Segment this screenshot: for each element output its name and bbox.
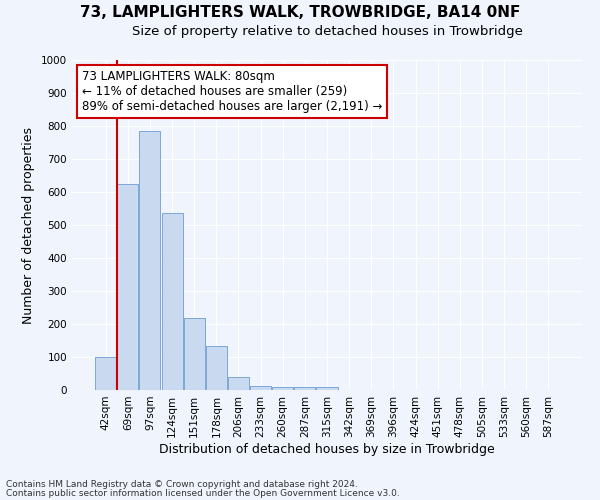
Title: Size of property relative to detached houses in Trowbridge: Size of property relative to detached ho… [131, 25, 523, 38]
Bar [139, 131, 160, 390]
Bar [316, 386, 338, 390]
Bar [206, 346, 227, 390]
Text: Contains public sector information licensed under the Open Government Licence v3: Contains public sector information licen… [6, 489, 400, 498]
Bar [95, 357, 116, 390]
Bar [118, 184, 139, 390]
Text: 73, LAMPLIGHTERS WALK, TROWBRIDGE, BA14 0NF: 73, LAMPLIGHTERS WALK, TROWBRIDGE, BA14 … [80, 5, 520, 20]
Text: 73 LAMPLIGHTERS WALK: 80sqm
← 11% of detached houses are smaller (259)
89% of se: 73 LAMPLIGHTERS WALK: 80sqm ← 11% of det… [82, 70, 383, 113]
Y-axis label: Number of detached properties: Number of detached properties [22, 126, 35, 324]
Text: Contains HM Land Registry data © Crown copyright and database right 2024.: Contains HM Land Registry data © Crown c… [6, 480, 358, 489]
Bar [272, 386, 293, 390]
Bar [228, 377, 249, 390]
Bar [161, 214, 182, 390]
X-axis label: Distribution of detached houses by size in Trowbridge: Distribution of detached houses by size … [159, 442, 495, 456]
Bar [250, 386, 271, 390]
Bar [295, 386, 316, 390]
Bar [184, 318, 205, 390]
